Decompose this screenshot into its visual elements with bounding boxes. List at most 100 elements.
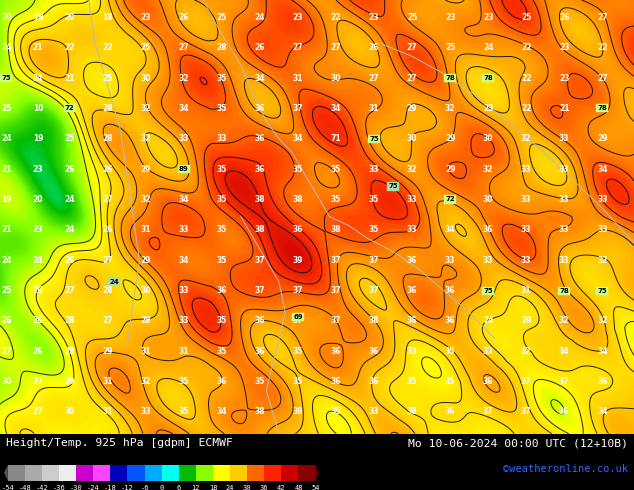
Text: 32: 32: [141, 195, 151, 204]
Text: 31: 31: [103, 408, 113, 416]
Text: 27: 27: [103, 195, 113, 204]
Text: 19: 19: [33, 134, 43, 143]
Text: 24: 24: [483, 43, 493, 52]
Text: 24: 24: [33, 256, 43, 265]
Text: 22: 22: [65, 43, 75, 52]
Bar: [179, 465, 196, 481]
Text: 36: 36: [255, 165, 265, 173]
Text: 30: 30: [407, 134, 417, 143]
Text: 24: 24: [65, 225, 75, 234]
Text: 72: 72: [445, 196, 455, 202]
Text: 24: 24: [109, 279, 119, 285]
Text: 33: 33: [179, 286, 189, 295]
Text: 37: 37: [331, 286, 341, 295]
Text: 32: 32: [597, 256, 607, 265]
Text: 26: 26: [103, 225, 113, 234]
Text: 26: 26: [255, 43, 265, 52]
Text: 36: 36: [445, 408, 455, 416]
Text: 23: 23: [33, 225, 43, 234]
Text: 24: 24: [1, 134, 11, 143]
Text: 22: 22: [597, 43, 607, 52]
Text: 35: 35: [179, 408, 189, 416]
Text: 34: 34: [597, 408, 607, 416]
Bar: [59, 465, 76, 481]
Text: 26: 26: [33, 347, 43, 356]
Text: 37: 37: [331, 317, 341, 325]
Text: 36: 36: [293, 225, 303, 234]
Text: 32: 32: [521, 347, 531, 356]
Text: 0: 0: [160, 485, 164, 490]
Text: 31: 31: [521, 286, 531, 295]
Text: 27: 27: [33, 408, 43, 416]
Text: 37: 37: [293, 286, 303, 295]
Text: 37: 37: [331, 256, 341, 265]
Text: 20: 20: [65, 13, 75, 22]
Text: 24: 24: [255, 13, 265, 22]
Text: 35: 35: [331, 195, 341, 204]
Text: 28: 28: [103, 104, 113, 113]
Text: 71: 71: [331, 134, 341, 143]
Text: 26: 26: [33, 286, 43, 295]
Text: 27: 27: [1, 347, 11, 356]
Text: 75: 75: [597, 288, 607, 294]
Polygon shape: [316, 465, 320, 481]
Text: 38: 38: [331, 225, 341, 234]
Bar: [162, 465, 179, 481]
Text: ©weatheronline.co.uk: ©weatheronline.co.uk: [503, 464, 628, 474]
Bar: [196, 465, 213, 481]
Text: 30: 30: [141, 74, 151, 82]
Text: 33: 33: [407, 225, 417, 234]
Text: 29: 29: [65, 377, 75, 386]
Text: -48: -48: [18, 485, 31, 490]
Text: 33: 33: [521, 225, 531, 234]
Bar: [213, 465, 230, 481]
Text: 32: 32: [141, 377, 151, 386]
Bar: [145, 465, 162, 481]
Text: 35: 35: [217, 195, 227, 204]
Text: 36: 36: [559, 408, 569, 416]
Text: 33: 33: [217, 134, 227, 143]
Text: 23: 23: [483, 13, 493, 22]
Text: 28: 28: [65, 347, 75, 356]
Text: 37: 37: [521, 377, 531, 386]
Bar: [25, 465, 42, 481]
Text: 36: 36: [369, 347, 379, 356]
Text: 28: 28: [217, 43, 227, 52]
Text: 23: 23: [483, 104, 493, 113]
Text: 75: 75: [1, 75, 11, 81]
Text: 35: 35: [217, 225, 227, 234]
Text: 23: 23: [293, 13, 303, 22]
Text: 22: 22: [521, 74, 531, 82]
Text: 18: 18: [209, 485, 217, 490]
Text: 32: 32: [407, 165, 417, 173]
Text: 26: 26: [369, 43, 379, 52]
Text: -24: -24: [87, 485, 100, 490]
Text: 37: 37: [559, 377, 569, 386]
Text: 35: 35: [217, 317, 227, 325]
Bar: [127, 465, 145, 481]
Text: 29: 29: [445, 165, 455, 173]
Text: 25: 25: [141, 43, 151, 52]
Text: 38: 38: [255, 408, 265, 416]
Text: 22: 22: [521, 43, 531, 52]
Text: 35: 35: [217, 256, 227, 265]
Text: 29: 29: [597, 134, 607, 143]
Text: 24: 24: [1, 256, 11, 265]
Text: 28: 28: [141, 317, 151, 325]
Text: 34: 34: [445, 225, 455, 234]
Text: 23: 23: [559, 43, 569, 52]
Bar: [247, 465, 264, 481]
Text: 39: 39: [293, 256, 303, 265]
Text: 36: 36: [255, 347, 265, 356]
Text: 20: 20: [33, 195, 43, 204]
Text: 31: 31: [103, 377, 113, 386]
Text: 29: 29: [103, 347, 113, 356]
Text: 35: 35: [331, 165, 341, 173]
Text: 38: 38: [255, 225, 265, 234]
Text: 35: 35: [217, 165, 227, 173]
Text: 25: 25: [1, 104, 11, 113]
Text: 23: 23: [141, 13, 151, 22]
Text: 27: 27: [103, 256, 113, 265]
Text: 30: 30: [483, 134, 493, 143]
Text: 35: 35: [445, 377, 455, 386]
